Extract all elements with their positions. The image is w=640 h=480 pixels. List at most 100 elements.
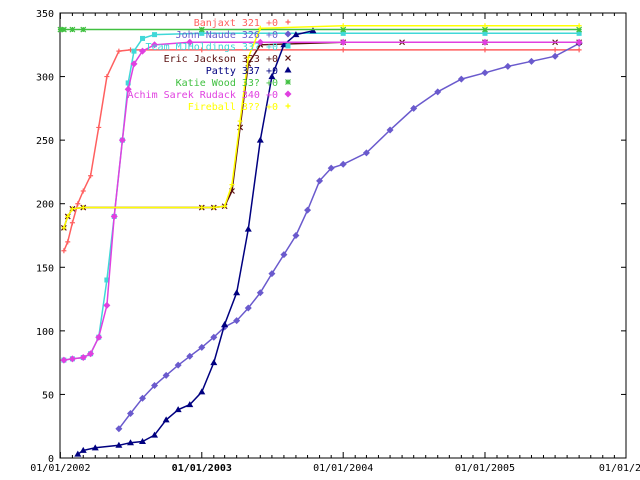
series-line — [63, 41, 580, 229]
data-point — [80, 205, 86, 211]
series-7 — [61, 23, 582, 231]
data-point — [152, 32, 158, 38]
data-point — [61, 225, 67, 231]
data-point — [91, 444, 99, 451]
data-point — [229, 182, 235, 188]
data-point — [151, 41, 159, 49]
data-point — [386, 126, 394, 134]
data-point — [69, 26, 76, 33]
data-point — [124, 85, 132, 93]
data-point — [268, 73, 276, 80]
y-tick-label: 100 — [36, 327, 54, 338]
data-point — [199, 30, 205, 36]
data-point — [340, 23, 346, 29]
data-point — [256, 38, 264, 46]
legend-label: John Naude 326 +0 — [176, 30, 278, 41]
y-tick-label: 350 — [36, 9, 54, 20]
data-point — [316, 177, 324, 185]
data-point — [576, 30, 582, 36]
data-point — [74, 450, 82, 457]
data-point — [210, 333, 218, 341]
x-tick-label: 01/01/2002 — [30, 463, 90, 474]
data-point — [127, 410, 135, 417]
data-point — [199, 205, 205, 211]
y-axis: 0 50 100 150 200 250 300 350 — [36, 9, 626, 465]
data-point — [79, 354, 87, 362]
data-point — [116, 48, 122, 54]
x-tick-label: 01/01/200 — [599, 463, 640, 474]
y-tick-label: 250 — [36, 136, 54, 147]
data-point — [186, 352, 194, 360]
data-point — [285, 43, 291, 49]
x-tick-label: 01/01/2005 — [455, 463, 515, 474]
y-tick-label: 0 — [48, 454, 54, 465]
legend-label: Achim Sarek Rudack 340 +0 — [127, 90, 278, 101]
data-point — [284, 90, 292, 98]
data-point — [327, 164, 335, 172]
data-point — [575, 38, 583, 46]
data-point — [257, 25, 263, 31]
data-point — [162, 416, 170, 423]
legend-label: Patty 337 +0 — [206, 66, 278, 77]
series-2 — [61, 30, 582, 363]
data-point — [284, 66, 292, 73]
data-point — [339, 38, 347, 46]
data-point — [292, 232, 300, 239]
data-point — [210, 359, 218, 366]
data-point — [95, 333, 103, 341]
data-point — [292, 31, 300, 38]
data-point — [482, 47, 488, 53]
data-point — [268, 270, 276, 278]
data-point — [198, 26, 205, 33]
data-point — [237, 118, 243, 124]
data-point — [284, 30, 292, 38]
data-point — [198, 343, 206, 351]
x-axis: 01/01/2002 01/01/2003 01/01/2004 01/01/2005… — [30, 13, 640, 474]
data-point — [131, 48, 137, 54]
data-point — [139, 47, 147, 55]
series-6 — [60, 38, 583, 364]
data-point — [103, 301, 111, 309]
data-point — [280, 251, 288, 259]
data-point — [551, 52, 559, 60]
data-point — [162, 371, 170, 379]
data-point — [362, 149, 370, 157]
data-point — [199, 47, 205, 53]
data-point — [140, 35, 146, 41]
data-point — [186, 401, 194, 408]
data-point — [69, 206, 75, 212]
data-point — [60, 26, 67, 33]
data-point — [151, 382, 159, 390]
legend-label: Katie Wood 33? +0 — [176, 78, 278, 89]
y-tick-label: 150 — [36, 263, 54, 274]
x-tick-label: 01/01/2004 — [313, 463, 373, 474]
data-point — [88, 173, 94, 179]
plot-frame — [59, 12, 627, 459]
series-4 — [74, 27, 317, 457]
data-point — [60, 356, 68, 364]
data-point — [139, 437, 147, 444]
y-tick-label: 300 — [36, 73, 54, 84]
data-point — [340, 30, 346, 36]
series-line — [63, 32, 580, 361]
data-point — [245, 55, 251, 60]
data-point — [304, 206, 312, 214]
data-point — [457, 75, 465, 83]
data-point — [233, 317, 241, 325]
data-point — [75, 201, 81, 207]
legend-label: Eric Jackson 323 +0 — [164, 54, 278, 65]
data-point — [285, 55, 291, 61]
data-point — [222, 203, 228, 209]
data-point — [481, 69, 489, 77]
series-0 — [61, 47, 582, 254]
data-point — [130, 60, 138, 68]
data-point — [410, 104, 418, 112]
data-point — [115, 425, 123, 433]
data-point — [69, 220, 75, 226]
data-point — [504, 62, 512, 70]
legend-label: Team MJHoldings 33? +0 — [146, 42, 278, 53]
series-5 — [57, 26, 583, 33]
data-point — [174, 361, 182, 369]
data-point — [482, 26, 488, 33]
